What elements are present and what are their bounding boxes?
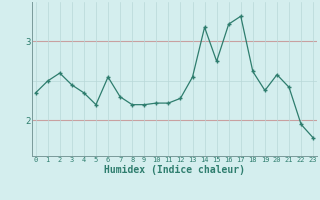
X-axis label: Humidex (Indice chaleur): Humidex (Indice chaleur) xyxy=(104,165,245,175)
